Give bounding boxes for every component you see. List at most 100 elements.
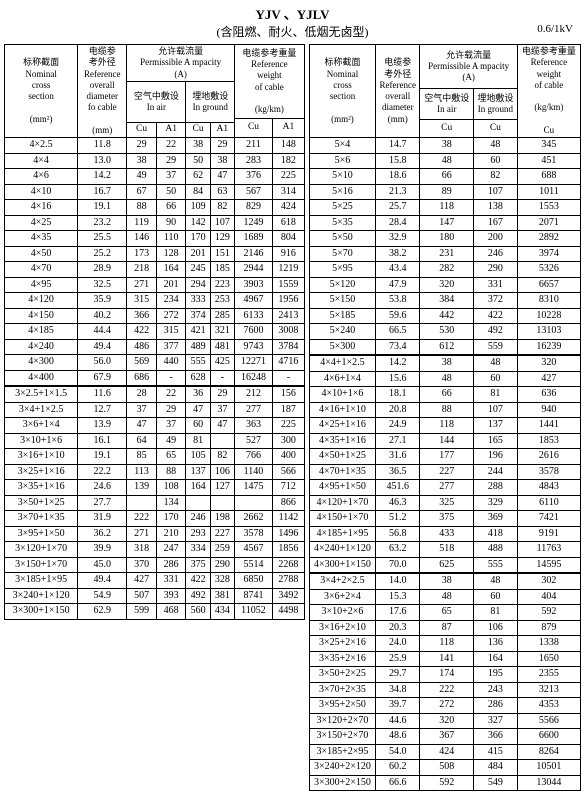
table-row: 4×150+1×7051.23753697421 [309, 511, 580, 527]
cell: 14595 [517, 557, 580, 573]
cell: 48 [420, 153, 474, 169]
cell: 48.6 [376, 729, 420, 745]
cell: 37 [156, 169, 186, 185]
table-row: 4×35+1×1627.11441651853 [309, 433, 580, 449]
cell: 134 [156, 495, 186, 511]
hdr-air: 空气中敷设In air [420, 89, 474, 120]
cell: 3×16+1×10 [5, 449, 78, 465]
cell: 290 [210, 557, 234, 573]
cell: 225 [273, 418, 305, 434]
cell: 8264 [517, 744, 580, 760]
cell: 3×2.5+1×1.5 [5, 386, 78, 402]
table-row: 4×25+1×1624.91181371441 [309, 418, 580, 434]
cell: 127 [210, 480, 234, 496]
cell: 5514 [234, 557, 272, 573]
cell: 82 [210, 200, 234, 216]
cell: 37 [127, 402, 157, 418]
cell: 283 [234, 153, 272, 169]
table-row: 3×16+2×1020.387106879 [309, 620, 580, 636]
cell: 3784 [273, 339, 305, 355]
table-row: 4×185+1×9556.84334189191 [309, 526, 580, 542]
cell: 375 [420, 511, 474, 527]
cell: 50 [186, 153, 210, 169]
cell: 45.0 [78, 557, 127, 573]
cell: 507 [127, 588, 157, 604]
table-row: 3×35+2×1625.91411641650 [309, 651, 580, 667]
cell: 492 [473, 324, 517, 340]
cell: 592 [517, 605, 580, 621]
cell: 53.8 [376, 293, 420, 309]
cell: 940 [517, 402, 580, 418]
cell: 3×10+2×6 [309, 605, 375, 621]
table-row: 5×12047.93203316657 [309, 277, 580, 293]
hdr-al: A1 [156, 123, 186, 138]
cell: 231 [420, 246, 474, 262]
cell: 164 [156, 262, 186, 278]
table-row: 3×4+2×2.514.03848302 [309, 573, 580, 589]
table-row: 4×1619.1886610982829424 [5, 200, 305, 216]
cell: - [210, 370, 234, 386]
cell: 4×300 [5, 355, 78, 371]
cell: 31.6 [376, 449, 420, 465]
cell: 3×50+1×25 [5, 495, 78, 511]
cell: 174 [420, 667, 474, 683]
cell: 315 [127, 293, 157, 309]
cell [234, 495, 272, 511]
cell: 559 [473, 339, 517, 355]
cell: 1496 [273, 526, 305, 542]
cell: 5×240 [309, 324, 375, 340]
cell: 88 [420, 402, 474, 418]
cell: 422 [473, 308, 517, 324]
table-row: 3×10+2×617.66581592 [309, 605, 580, 621]
table-row: 3×300+2×15066.659254913044 [309, 775, 580, 791]
cell: 3×120+1×70 [5, 542, 78, 558]
cell: 59.6 [376, 308, 420, 324]
table-row: 5×15053.83843728310 [309, 293, 580, 309]
cell: 201 [156, 277, 186, 293]
cell: 3492 [273, 588, 305, 604]
cell: 56.8 [376, 526, 420, 542]
hdr-cu: Cu [420, 120, 474, 138]
cell: 331 [473, 277, 517, 293]
cell: 17.6 [376, 605, 420, 621]
table-row: 5×24066.553049213103 [309, 324, 580, 340]
cell: 599 [127, 604, 157, 620]
cell: 107 [473, 184, 517, 200]
cell: 3578 [234, 526, 272, 542]
cell: 1338 [517, 636, 580, 652]
cell: 73.4 [376, 339, 420, 355]
cell: 1956 [273, 293, 305, 309]
cell: 259 [210, 542, 234, 558]
cell: 1553 [517, 200, 580, 216]
cell: 5×50 [309, 231, 375, 247]
cell: 144 [420, 433, 474, 449]
cell: 363 [234, 418, 272, 434]
cell: 118 [420, 636, 474, 652]
cell: 4716 [273, 355, 305, 371]
cell: 38 [420, 355, 474, 371]
cell: 427 [517, 371, 580, 387]
cell: 15.8 [376, 153, 420, 169]
cell: 4498 [273, 604, 305, 620]
cell: 4353 [517, 698, 580, 714]
cell: 88 [127, 200, 157, 216]
cell [186, 495, 210, 511]
cell: 15.6 [376, 371, 420, 387]
table-row: 5×9543.42822905326 [309, 262, 580, 278]
cell: 5×25 [309, 200, 375, 216]
cell: 384 [420, 293, 474, 309]
cell: 1650 [517, 651, 580, 667]
cell: 43.4 [376, 262, 420, 278]
cell: 451 [517, 153, 580, 169]
table-row: 4×10+1×618.16681636 [309, 387, 580, 403]
cell: 434 [210, 604, 234, 620]
cell: 372 [473, 293, 517, 309]
cell: 3×150+2×70 [309, 729, 375, 745]
cell: 16.7 [78, 184, 127, 200]
cell: 227 [420, 464, 474, 480]
table-row: 4×2523.2119901421071249618 [5, 215, 305, 231]
cell: 331 [156, 573, 186, 589]
cell: 916 [273, 246, 305, 262]
cell: 16.1 [78, 433, 127, 449]
cell: 12.7 [78, 402, 127, 418]
